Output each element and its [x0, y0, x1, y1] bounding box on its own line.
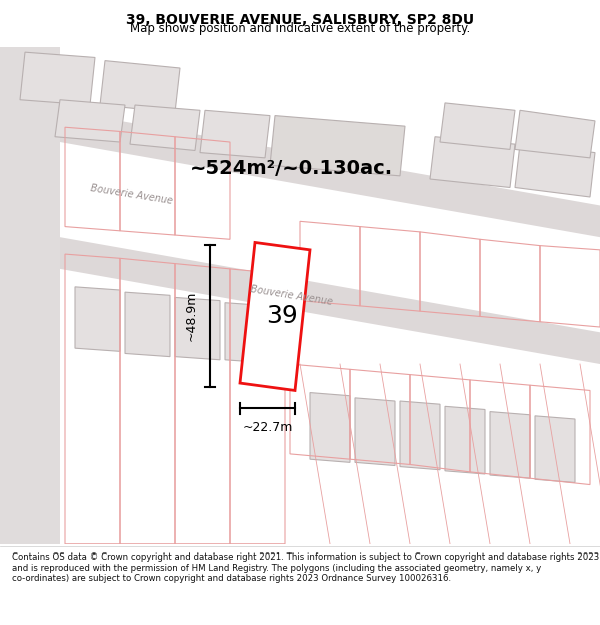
Polygon shape — [240, 242, 310, 391]
Polygon shape — [175, 298, 220, 360]
Polygon shape — [490, 412, 530, 478]
Polygon shape — [225, 302, 270, 363]
Polygon shape — [0, 227, 600, 364]
Polygon shape — [130, 105, 200, 151]
Text: 39, BOUVERIE AVENUE, SALISBURY, SP2 8DU: 39, BOUVERIE AVENUE, SALISBURY, SP2 8DU — [126, 13, 474, 27]
Polygon shape — [515, 110, 595, 158]
Polygon shape — [400, 401, 440, 470]
Polygon shape — [310, 392, 350, 462]
Polygon shape — [55, 100, 125, 142]
Polygon shape — [430, 137, 515, 188]
Polygon shape — [75, 287, 120, 351]
Polygon shape — [515, 144, 595, 197]
Text: 39: 39 — [266, 304, 298, 329]
Text: ~48.9m: ~48.9m — [185, 291, 198, 341]
Polygon shape — [440, 103, 515, 149]
Text: Map shows position and indicative extent of the property.: Map shows position and indicative extent… — [130, 22, 470, 35]
Polygon shape — [445, 406, 485, 474]
Polygon shape — [0, 47, 60, 544]
Polygon shape — [125, 292, 170, 357]
Polygon shape — [535, 416, 575, 482]
Polygon shape — [200, 110, 270, 158]
Polygon shape — [270, 116, 405, 176]
Text: Bouverie Avenue: Bouverie Avenue — [90, 184, 173, 206]
Polygon shape — [0, 100, 600, 237]
Text: ~22.7m: ~22.7m — [242, 421, 293, 434]
Polygon shape — [355, 398, 395, 466]
Text: ~524m²/~0.130ac.: ~524m²/~0.130ac. — [190, 159, 393, 178]
Text: Bouverie Avenue: Bouverie Avenue — [250, 284, 334, 307]
Polygon shape — [100, 61, 180, 112]
Polygon shape — [20, 52, 95, 105]
Text: Contains OS data © Crown copyright and database right 2021. This information is : Contains OS data © Crown copyright and d… — [12, 552, 599, 582]
Text: Contains OS data © Crown copyright and database right 2021. This information is : Contains OS data © Crown copyright and d… — [12, 554, 599, 583]
